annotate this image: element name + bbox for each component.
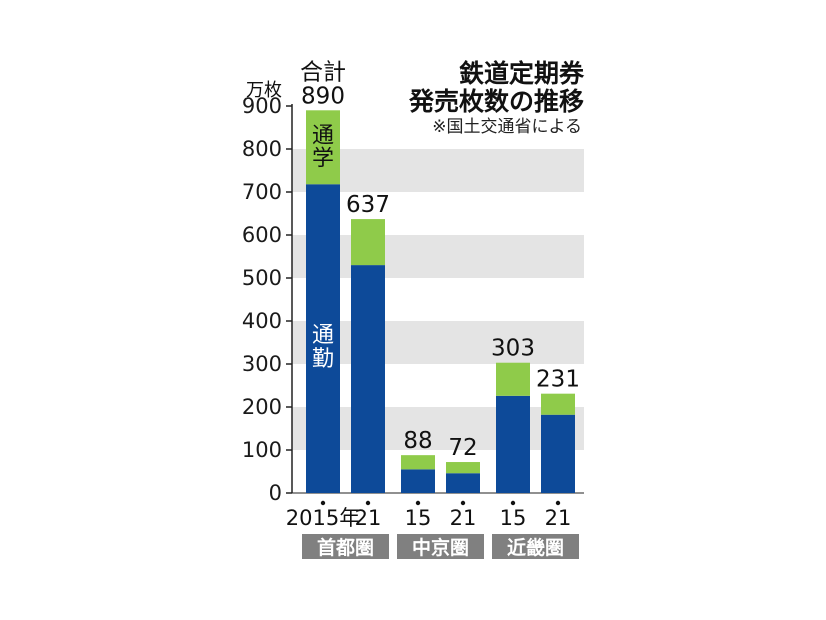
bar-school <box>306 110 340 185</box>
total-label: 890 <box>301 83 345 109</box>
y-tick-label: 500 <box>242 266 282 290</box>
y-tick-label: 800 <box>242 137 282 161</box>
region-label: 近畿圏 <box>507 536 564 559</box>
total-label: 231 <box>536 367 580 393</box>
total-prefix-label: 合計 <box>300 59 346 85</box>
x-tick-label: 2015年 <box>286 506 360 530</box>
grid-band <box>292 149 584 192</box>
bar-school <box>401 455 435 470</box>
bar-commute <box>401 469 435 493</box>
x-tick-dot <box>365 500 371 506</box>
y-tick-label: 900 <box>242 94 282 118</box>
y-tick-label: 400 <box>242 309 282 333</box>
series-label-school: 通 <box>312 123 334 148</box>
x-tick-dot <box>415 500 421 506</box>
bar-school <box>496 362 530 396</box>
region-label: 首都圏 <box>317 536 374 559</box>
region-label-bg <box>302 534 389 559</box>
grid-band <box>292 407 584 450</box>
total-label: 88 <box>403 428 432 454</box>
bar-school <box>541 393 575 415</box>
total-label: 637 <box>346 192 390 218</box>
x-tick-label: 21 <box>545 506 572 530</box>
region-label-bg <box>397 534 484 559</box>
x-tick-label: 21 <box>355 506 382 530</box>
bar-commute <box>541 414 575 493</box>
bar-commute <box>351 265 385 493</box>
total-label: 72 <box>448 435 477 461</box>
bar-school <box>351 219 385 266</box>
source-note: ※国土交通省による <box>432 117 582 137</box>
x-tick-label: 15 <box>405 506 432 530</box>
region-label-bg <box>492 534 579 559</box>
series-label-commute: 通 <box>312 323 334 348</box>
bar-school <box>446 462 480 474</box>
x-tick-dot <box>510 500 516 506</box>
chart-title-line-1: 鉄道定期券 <box>459 59 585 88</box>
y-tick-label: 700 <box>242 180 282 204</box>
x-tick-dot <box>555 500 561 506</box>
y-tick-label: 300 <box>242 352 282 376</box>
grid-bands <box>292 149 584 450</box>
total-label: 303 <box>491 336 535 362</box>
x-tick-dot <box>320 500 326 506</box>
grid-band <box>292 235 584 278</box>
y-tick-label: 100 <box>242 438 282 462</box>
bar-commute <box>446 473 480 493</box>
chart-title-line-2: 発売枚数の推移 <box>408 87 584 116</box>
bar-commute <box>496 395 530 493</box>
x-tick-label: 15 <box>500 506 527 530</box>
bar-commute <box>306 184 340 493</box>
x-tick-label: 21 <box>450 506 477 530</box>
y-tick-label: 600 <box>242 223 282 247</box>
y-unit-label: 万枚 <box>246 80 282 101</box>
x-tick-dot <box>460 500 466 506</box>
y-tick-label: 0 <box>269 481 282 505</box>
grid-band <box>292 321 584 364</box>
region-label: 中京圏 <box>412 536 469 559</box>
series-label-commute: 勤 <box>312 347 334 372</box>
y-tick-label: 200 <box>242 395 282 419</box>
series-label-school: 学 <box>312 146 334 171</box>
